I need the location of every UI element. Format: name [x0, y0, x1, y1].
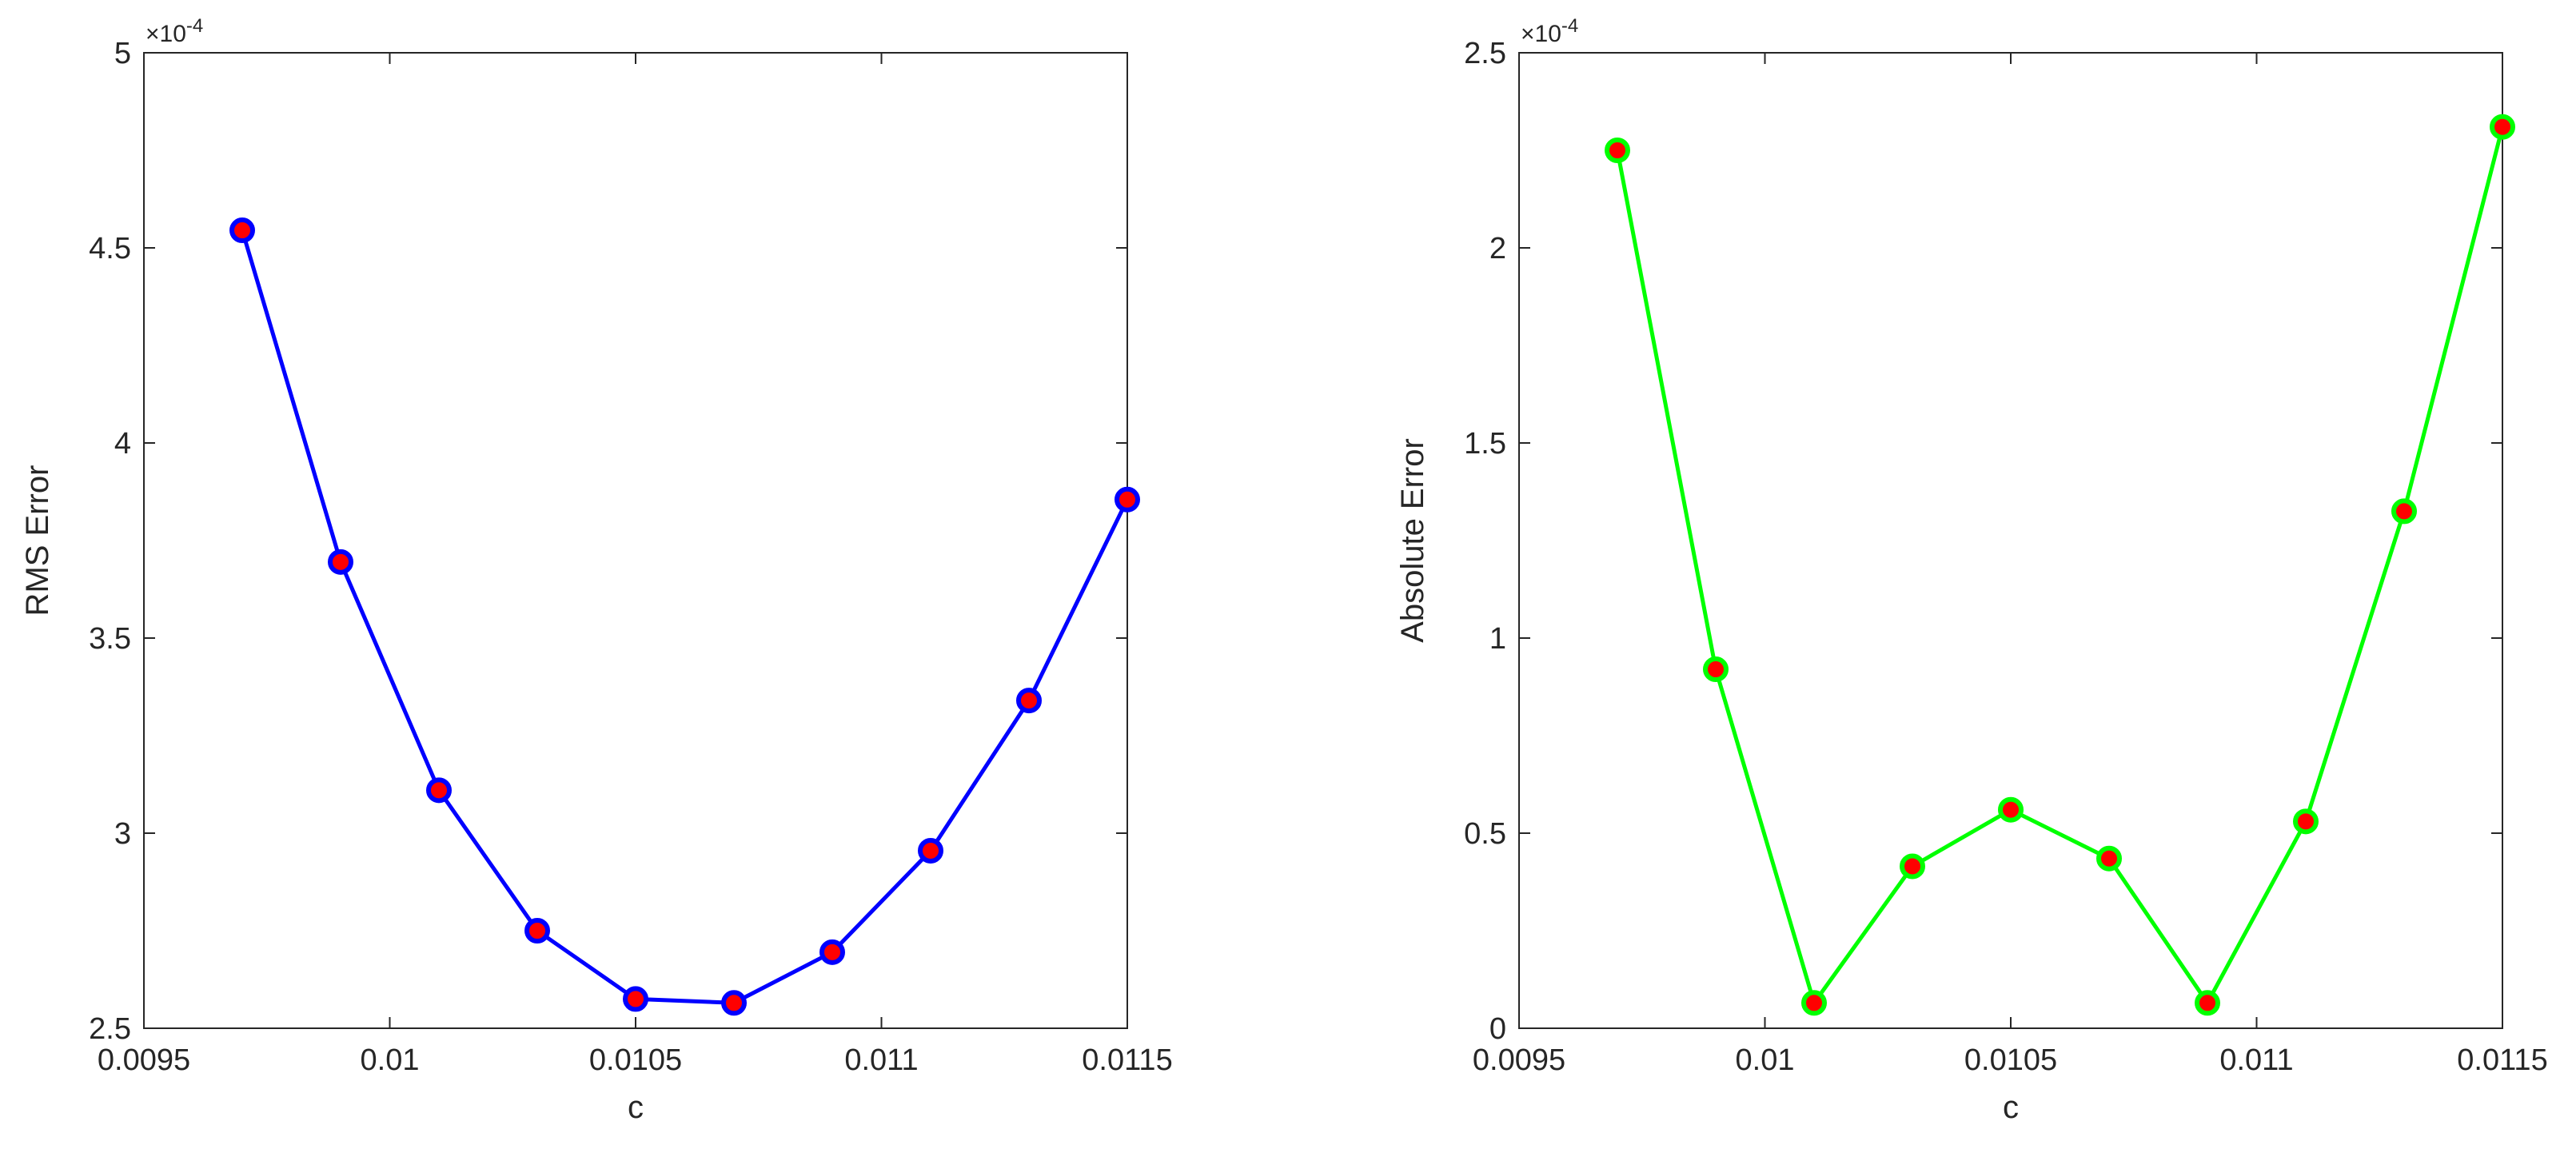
data-point	[1998, 796, 2024, 823]
data-point	[229, 217, 255, 244]
data-point	[524, 918, 550, 944]
y-axis-label: RMS Error	[20, 465, 55, 616]
x-tick-label: 0.011	[2219, 1043, 2293, 1077]
data-point	[2490, 114, 2515, 140]
y-exponent-label: ×10-4	[146, 15, 203, 47]
data-point	[1900, 853, 1925, 880]
y-tick-label: 0.5	[1464, 817, 1506, 851]
data-point	[721, 990, 747, 1016]
x-axis-label: c	[2003, 1090, 2019, 1125]
data-point	[623, 986, 648, 1012]
data-point	[2096, 845, 2122, 872]
y-tick-label: 2	[1489, 232, 1506, 265]
x-tick-label: 0.01	[1736, 1043, 1795, 1077]
rms-error-chart: 0.0095 0.01 0.0105 0.011 0.0115 2.5 3 3.5 4 4.5 5 ×…	[20, 15, 1173, 1125]
x-axis-label: c	[628, 1090, 644, 1125]
y-exponent-label: ×10-4	[1521, 15, 1578, 47]
data-point	[1605, 138, 1630, 163]
plot-box	[1518, 52, 2503, 1029]
data-point	[1801, 990, 1827, 1016]
x-tick-label: 0.0105	[589, 1043, 682, 1077]
y-tick-label: 3	[114, 817, 131, 851]
y-tick-label: 2.5	[1464, 37, 1506, 70]
data-point	[2391, 498, 2417, 525]
y-tick-label: 1.5	[1464, 427, 1506, 461]
x-tick-label: 0.0105	[1964, 1043, 2057, 1077]
data-point	[328, 549, 353, 575]
data-point	[1016, 688, 1042, 714]
data-point	[426, 777, 452, 804]
x-tick-label: 0.01	[361, 1043, 420, 1077]
y-tick-label: 0	[1489, 1012, 1506, 1046]
data-point	[819, 939, 845, 965]
x-tick-label: 0.0115	[1082, 1043, 1172, 1077]
y-tick-label: 4	[114, 427, 131, 461]
data-point	[1115, 486, 1140, 513]
y-exponent-power: -4	[186, 15, 203, 37]
x-tick-label: 0.0095	[1473, 1043, 1565, 1077]
y-axis-label: Absolute Error	[1395, 438, 1430, 643]
y-tick-label: 1	[1489, 622, 1506, 656]
y-exponent-power: -4	[1561, 15, 1578, 37]
y-tick-label: 4.5	[89, 232, 131, 265]
y-tick-label: 3.5	[89, 622, 131, 656]
y-tick-label: 5	[114, 37, 131, 70]
y-tick-label: 2.5	[89, 1012, 131, 1046]
data-point	[918, 837, 943, 864]
plot-box	[143, 52, 1128, 1029]
x-tick-label: 0.0115	[2457, 1043, 2547, 1077]
data-point	[2195, 990, 2220, 1016]
x-tick-label: 0.0095	[98, 1043, 190, 1077]
x-tick-label: 0.011	[844, 1043, 918, 1077]
absolute-error-chart: 0.0095 0.01 0.0105 0.011 0.0115 0 0.5 1 1.5 2 2.5 ×…	[1395, 15, 2548, 1125]
data-point	[1703, 656, 1729, 683]
data-point	[2293, 808, 2319, 835]
series-line	[240, 229, 1130, 1005]
series-line	[1615, 126, 2505, 1005]
